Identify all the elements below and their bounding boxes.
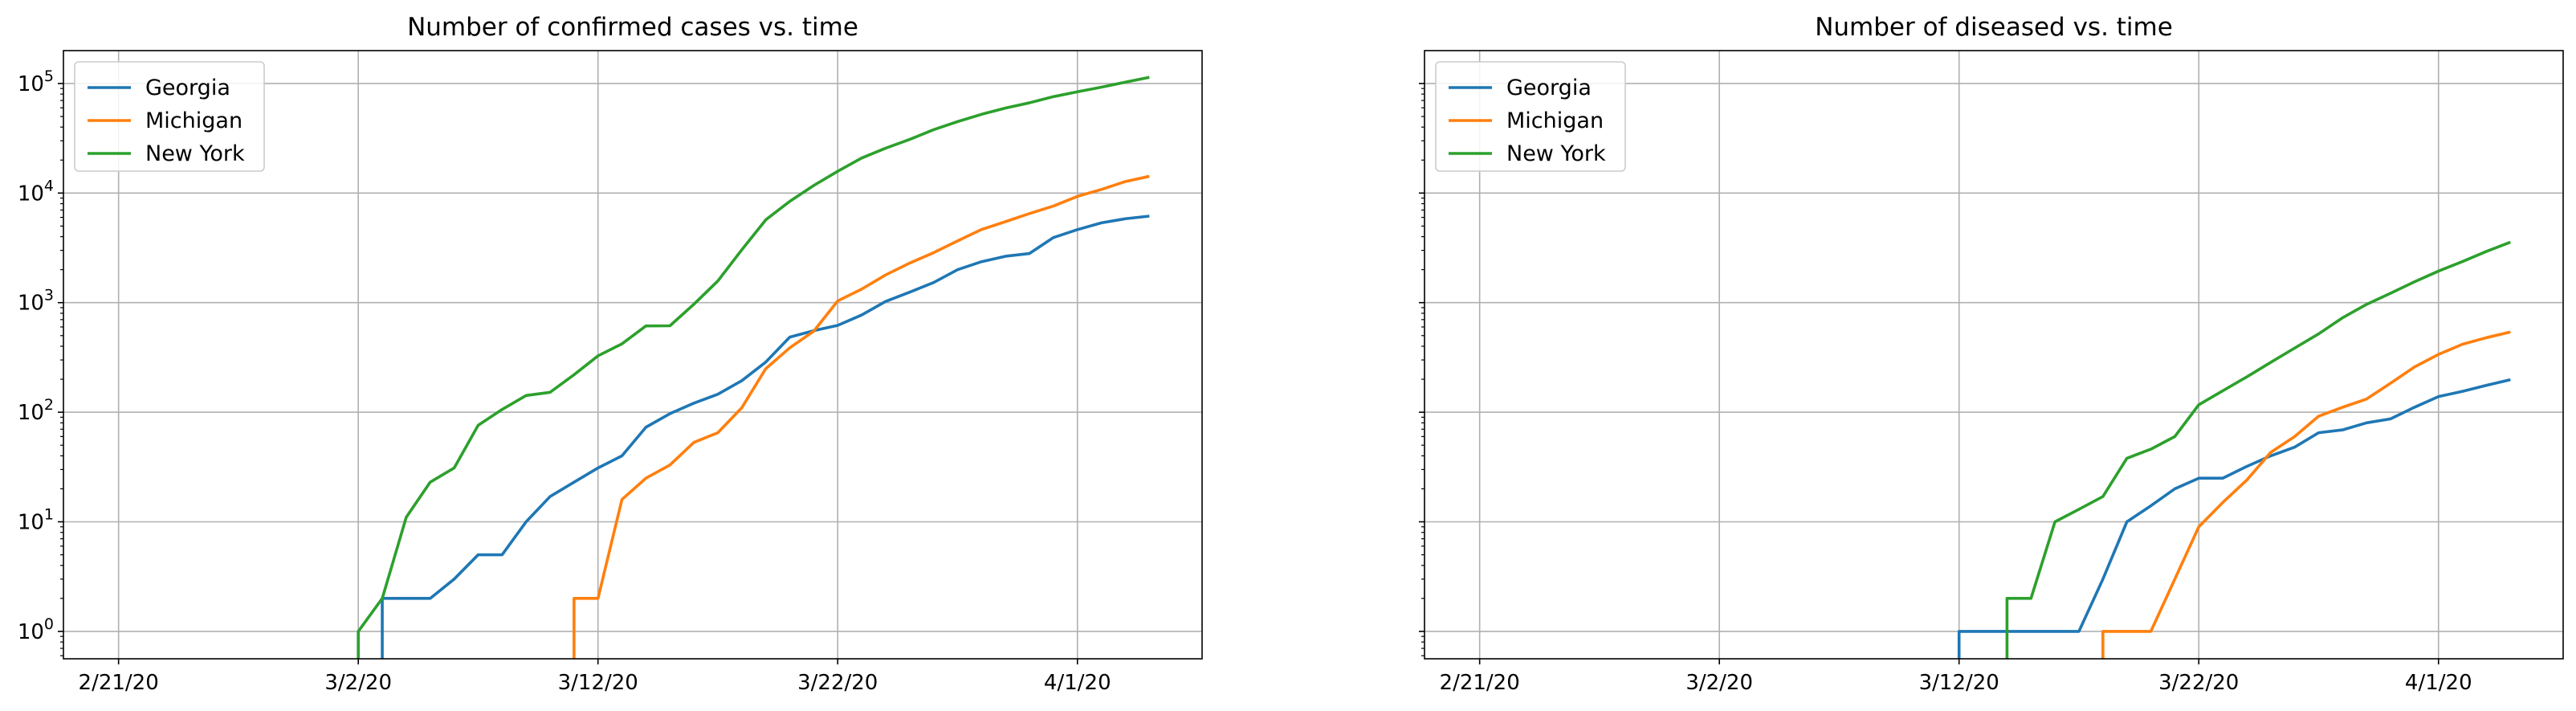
y-tick-base: 10	[18, 292, 44, 316]
plot-frame	[63, 50, 1203, 660]
chart-title: Number of confirmed cases vs. time	[407, 13, 858, 42]
legend-entry-label: Georgia	[1506, 76, 1592, 100]
y-tick-exponent: 5	[44, 67, 54, 85]
chart-panel-2: 2/21/20 3/2/20 3/12/20 3/22/20 4/1/20 Number …	[1419, 13, 2564, 695]
x-tick-label: 3/2/20	[1685, 671, 1753, 695]
x-tick-label: 4/1/20	[1044, 671, 1111, 695]
legend-entry-label: New York	[145, 141, 245, 166]
series-line-new-york	[2005, 240, 2511, 659]
legend-box	[1435, 61, 1626, 172]
chart-panel-1: 2/21/20 3/2/20 3/12/20 3/22/20 4/1/201001011…	[18, 13, 1203, 695]
series-line-new-york	[357, 76, 1150, 659]
y-tick-base: 10	[18, 620, 44, 644]
x-tick-label: 4/1/20	[2405, 671, 2472, 695]
x-tick-label: 2/21/20	[79, 671, 159, 695]
legend-entry-label: Michigan	[1506, 108, 1604, 133]
series-line-georgia	[381, 215, 1150, 659]
y-tick-label: 105	[18, 67, 54, 96]
legend-entry-label: Georgia	[145, 76, 230, 100]
legend: Georgia Michigan New York	[74, 61, 265, 172]
plot-frame	[1424, 50, 2564, 660]
series-line-georgia	[1957, 378, 2511, 659]
legend-entry-label: New York	[1506, 141, 1606, 166]
y-tick-label: 103	[18, 287, 54, 316]
y-tick-base: 10	[18, 401, 44, 425]
y-tick-exponent: 2	[44, 396, 54, 414]
y-tick-label: 102	[18, 396, 54, 425]
x-tick-label: 3/22/20	[797, 671, 878, 695]
series-line-michigan	[573, 174, 1150, 659]
y-tick-label: 100	[18, 615, 54, 644]
y-tick-exponent: 0	[44, 615, 54, 633]
y-tick-exponent: 4	[44, 177, 54, 194]
chart-title: Number of diseased vs. time	[1815, 13, 2173, 42]
y-tick-exponent: 3	[44, 287, 54, 304]
x-tick-label: 3/22/20	[2158, 671, 2239, 695]
x-tick-label: 2/21/20	[1440, 671, 1520, 695]
x-tick-label: 3/12/20	[1919, 671, 1999, 695]
y-tick-label: 104	[18, 177, 54, 206]
y-tick-base: 10	[18, 72, 44, 96]
legend-box	[74, 61, 265, 172]
series-line-michigan	[2101, 330, 2511, 659]
y-tick-label: 101	[18, 506, 54, 535]
legend: Georgia Michigan New York	[1435, 61, 1626, 172]
legend-entry-label: Michigan	[145, 108, 243, 133]
y-tick-exponent: 1	[44, 506, 54, 524]
x-tick-label: 3/2/20	[324, 671, 392, 695]
x-tick-label: 3/12/20	[558, 671, 638, 695]
y-tick-base: 10	[18, 511, 44, 535]
y-tick-base: 10	[18, 182, 44, 206]
